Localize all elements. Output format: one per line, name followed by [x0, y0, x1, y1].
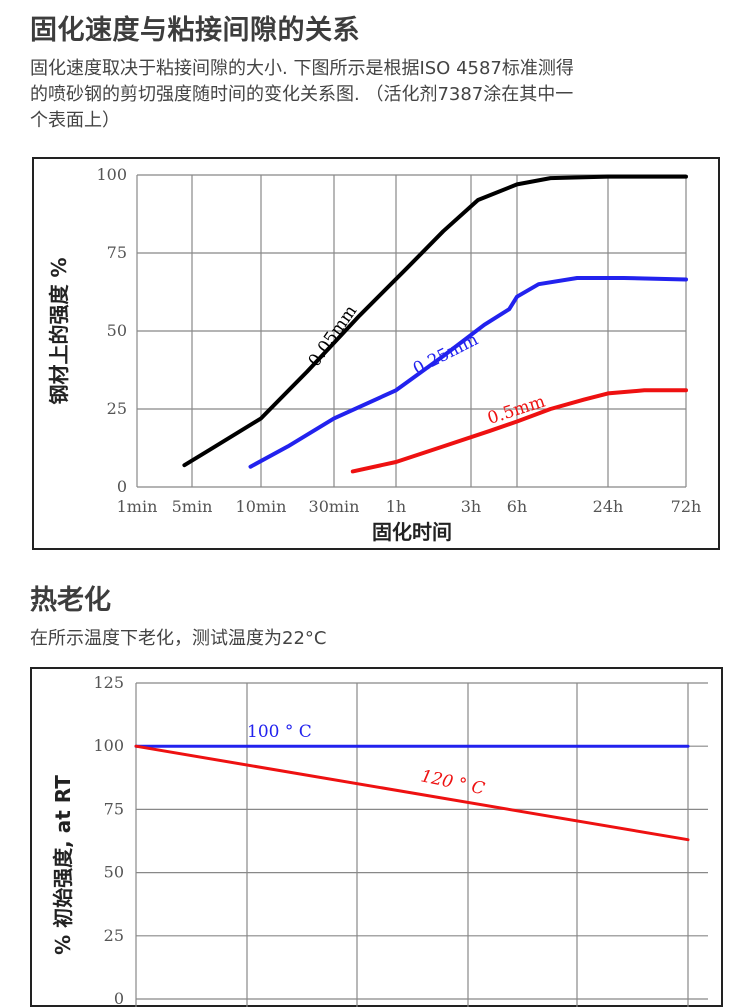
- series-line: [350, 388, 688, 474]
- y-axis-title: % 初始强度, at RT: [51, 775, 75, 955]
- cure-speed-chart: 0 25 50 75 100 1min 5min 10min 30min 1h 3h 6h 24h 72h…: [32, 157, 720, 550]
- y-tick-label: 100: [96, 165, 127, 184]
- y-tick-label: 50: [104, 863, 124, 882]
- x-tick-label: 10min: [236, 497, 287, 516]
- y-tick-label: 75: [107, 243, 127, 262]
- x-tick-label: 5min: [172, 497, 213, 516]
- x-tick-label: 72h: [671, 497, 702, 516]
- series-line: [182, 174, 688, 468]
- x-tick-label: 1h: [386, 497, 406, 516]
- y-tick-label: 0: [117, 477, 127, 496]
- x-tick-label: 24h: [593, 497, 624, 516]
- x-axis-title: 固化时间: [372, 520, 452, 544]
- y-tick-label: 50: [107, 321, 127, 340]
- description-line: 个表面上）: [30, 110, 120, 131]
- cure-speed-chart-svg: 0 25 50 75 100 1min 5min 10min 30min 1h 3h 6h 24h 72h…: [47, 165, 702, 544]
- series-line: [134, 744, 690, 842]
- y-tick-label: 0: [114, 989, 124, 1007]
- section1-description: 固化速度取决于粘接间隙的大小. 下图所示是根据ISO 4587标准测得 的喷砂钢…: [30, 56, 720, 134]
- y-tick-label: 125: [93, 673, 124, 692]
- series-line: [248, 276, 688, 469]
- y-tick-label: 25: [107, 399, 127, 418]
- section2-description: 在所示温度下老化，测试温度为22°C: [30, 628, 327, 649]
- y-tick-label: 100: [93, 736, 124, 755]
- series-label: 100 ° C: [247, 722, 312, 742]
- section2-title: 热老化: [30, 585, 111, 616]
- description-line: 的喷砂钢的剪切强度随时间的变化关系图. （活化剂7387涂在其中一: [30, 84, 574, 105]
- heat-aging-chart: 0 25 50 75 100 125% 初始强度, at RT 100 ° C 120 ° C: [30, 667, 723, 1007]
- x-tick-label: 6h: [507, 497, 527, 516]
- x-tick-label: 1min: [117, 497, 158, 516]
- x-tick-label: 3h: [461, 497, 481, 516]
- y-tick-label: 75: [104, 799, 124, 818]
- x-tick-label: 30min: [309, 497, 360, 516]
- section1-title: 固化速度与粘接间隙的关系: [30, 15, 360, 46]
- description-line: 固化速度取决于粘接间隙的大小. 下图所示是根据ISO 4587标准测得: [30, 58, 574, 79]
- y-tick-label: 25: [104, 926, 124, 945]
- y-axis-title: 钢材上的强度 %: [47, 257, 71, 404]
- series-label: 0.05mm: [305, 302, 362, 371]
